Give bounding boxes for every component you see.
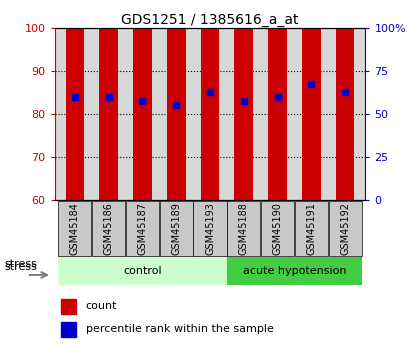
Text: GSM45187: GSM45187 <box>137 202 147 255</box>
Bar <box>167 0 186 200</box>
Bar <box>201 0 219 200</box>
Bar <box>227 201 260 256</box>
Bar <box>295 201 328 256</box>
Text: GSM45186: GSM45186 <box>104 202 114 255</box>
Title: GDS1251 / 1385616_a_at: GDS1251 / 1385616_a_at <box>121 12 299 27</box>
Text: GSM45184: GSM45184 <box>70 202 80 255</box>
Text: control: control <box>123 266 162 276</box>
Text: GSM45193: GSM45193 <box>205 202 215 255</box>
Point <box>139 98 146 104</box>
Text: stress: stress <box>4 263 37 272</box>
Bar <box>61 322 76 337</box>
Bar <box>100 0 118 200</box>
Point <box>105 94 112 99</box>
Text: acute hypotension: acute hypotension <box>243 266 346 276</box>
Bar <box>268 0 287 200</box>
Bar <box>160 201 193 256</box>
Text: GSM45190: GSM45190 <box>273 202 283 255</box>
Text: GSM45189: GSM45189 <box>171 202 181 255</box>
Point <box>71 94 78 99</box>
Point <box>308 81 315 87</box>
Text: count: count <box>86 301 117 311</box>
Bar <box>61 299 76 314</box>
Text: percentile rank within the sample: percentile rank within the sample <box>86 325 273 334</box>
Point <box>274 94 281 99</box>
Text: GSM45191: GSM45191 <box>306 202 316 255</box>
Bar <box>328 201 362 256</box>
Bar <box>261 201 294 256</box>
Text: GSM45188: GSM45188 <box>239 202 249 255</box>
Bar <box>234 0 253 200</box>
Text: GSM45192: GSM45192 <box>340 202 350 255</box>
Bar <box>92 201 125 256</box>
Point <box>207 90 213 95</box>
Text: stress: stress <box>4 259 37 269</box>
Bar <box>133 0 152 200</box>
Bar <box>227 257 362 285</box>
Bar <box>66 0 84 200</box>
Bar <box>58 257 227 285</box>
Bar <box>58 201 92 256</box>
Bar <box>302 0 320 200</box>
Bar <box>336 0 354 200</box>
Bar <box>126 201 159 256</box>
Point <box>342 90 349 95</box>
Point <box>173 102 180 108</box>
Bar <box>194 201 226 256</box>
Point <box>240 98 247 104</box>
